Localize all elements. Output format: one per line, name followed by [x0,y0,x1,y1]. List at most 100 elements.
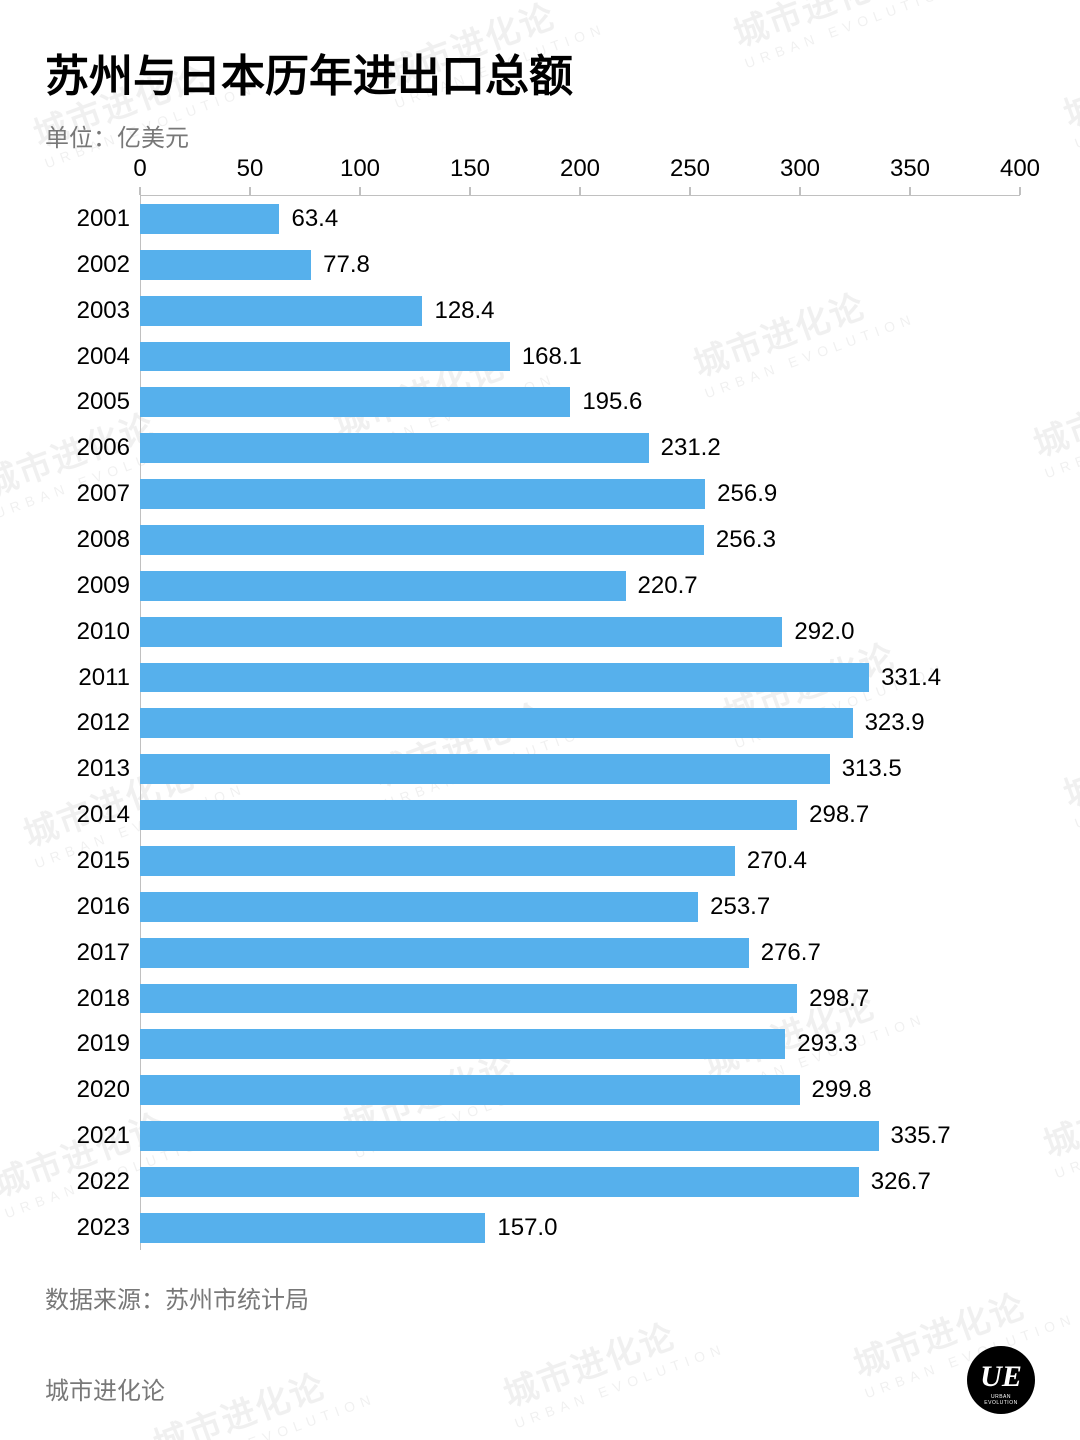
y-axis-label: 2017 [40,939,130,967]
y-axis-label: 2014 [40,801,130,829]
bar: 335.7 [140,1121,879,1151]
bar-value-label: 168.1 [522,343,582,371]
bar-row: 2003128.4 [140,288,1020,334]
watermark: 城市进化论URBAN EVOLUTION [726,0,959,71]
x-tick-label: 300 [780,155,820,183]
bar: 128.4 [140,296,422,326]
y-axis-label: 2016 [40,893,130,921]
svg-text:UE: UE [980,1360,1022,1393]
x-tick-label: 200 [560,155,600,183]
bar: 298.7 [140,800,797,830]
x-tick-mark [469,187,471,195]
plot-area: 200163.4200277.82003128.42004168.1200519… [140,195,1020,1251]
x-tick-mark [579,187,581,195]
bar-value-label: 256.3 [716,526,776,554]
watermark: 城市进化论URBAN EVOLUTION [1056,694,1080,832]
bar: 323.9 [140,708,853,738]
y-axis-label: 2005 [40,388,130,416]
bar-value-label: 77.8 [323,251,370,279]
bar-row: 2008256.3 [140,517,1020,563]
x-tick-mark [359,187,361,195]
bar-value-label: 299.8 [812,1076,872,1104]
bar: 253.7 [140,892,698,922]
bar-row: 2021335.7 [140,1113,1020,1159]
y-axis-label: 2001 [40,205,130,233]
bar-value-label: 270.4 [747,847,807,875]
bar-row: 2016253.7 [140,884,1020,930]
bar-value-label: 293.3 [797,1030,857,1058]
bar-value-label: 195.6 [582,388,642,416]
bar-value-label: 256.9 [717,480,777,508]
bar: 331.4 [140,663,869,693]
y-axis-label: 2008 [40,526,130,554]
bar: 293.3 [140,1029,785,1059]
x-tick-label: 0 [133,155,146,183]
watermark: 城市进化论URBAN EVOLUTION [1056,14,1080,152]
y-axis-label: 2002 [40,251,130,279]
x-tick-label: 400 [1000,155,1040,183]
bar-value-label: 292.0 [794,618,854,646]
bar-row: 2005195.6 [140,379,1020,425]
bar-value-label: 128.4 [434,297,494,325]
page-root: { "title": "苏州与日本历年进出口总额", "unit_label":… [0,0,1080,1440]
watermark: 城市进化论URBAN EVOLUTION [146,1344,379,1440]
bar-value-label: 63.4 [291,205,338,233]
bar-row: 2013313.5 [140,746,1020,792]
unit-label: 单位：亿美元 [45,118,189,153]
watermark: 城市进化论URBAN EVOLUTION [1036,1044,1080,1182]
bar: 195.6 [140,387,570,417]
y-axis-label: 2013 [40,755,130,783]
x-tick-mark [799,187,801,195]
chart-title: 苏州与日本历年进出口总额 [45,40,573,104]
bar-value-label: 335.7 [891,1122,951,1150]
y-axis-label: 2019 [40,1030,130,1058]
bar: 77.8 [140,250,311,280]
bar-row: 2006231.2 [140,425,1020,471]
y-axis-label: 2007 [40,480,130,508]
y-axis-label: 2004 [40,343,130,371]
bar-value-label: 157.0 [497,1214,557,1242]
y-axis-label: 2010 [40,618,130,646]
bar-row: 2018298.7 [140,976,1020,1022]
watermark: 城市进化论URBAN EVOLUTION [846,1264,1079,1402]
bar-row: 2012323.9 [140,700,1020,746]
bar-row: 2023157.0 [140,1205,1020,1251]
chart-area: 050100150200250300350400 200163.4200277.… [40,155,1040,1265]
bar-value-label: 331.4 [881,664,941,692]
bar-value-label: 231.2 [661,434,721,462]
y-axis-label: 2006 [40,434,130,462]
bar: 168.1 [140,342,510,372]
x-tick-mark [909,187,911,195]
watermark: 城市进化论URBAN EVOLUTION [496,1294,729,1432]
bar: 157.0 [140,1213,485,1243]
x-tick-label: 50 [237,155,264,183]
bar-value-label: 323.9 [865,709,925,737]
footer-brand: 城市进化论 [45,1371,165,1406]
bar: 220.7 [140,571,626,601]
y-axis-label: 2021 [40,1122,130,1150]
y-axis-label: 2012 [40,709,130,737]
y-axis-label: 2020 [40,1076,130,1104]
bar-row: 2007256.9 [140,471,1020,517]
bar-row: 2017276.7 [140,930,1020,976]
bar-row: 2022326.7 [140,1159,1020,1205]
x-tick-label: 250 [670,155,710,183]
bar-row: 2015270.4 [140,838,1020,884]
x-tick-label: 350 [890,155,930,183]
y-axis-label: 2009 [40,572,130,600]
bar: 276.7 [140,938,749,968]
bar: 256.3 [140,525,704,555]
y-axis-label: 2003 [40,297,130,325]
y-axis-label: 2011 [40,664,130,692]
bar-value-label: 326.7 [871,1168,931,1196]
bar: 326.7 [140,1167,859,1197]
y-axis-label: 2018 [40,985,130,1013]
x-tick-label: 100 [340,155,380,183]
bar: 270.4 [140,846,735,876]
bar-row: 200163.4 [140,196,1020,242]
bar: 256.9 [140,479,705,509]
x-axis: 050100150200250300350400 [140,155,1020,195]
bar-row: 2011331.4 [140,655,1020,701]
bar-row: 2014298.7 [140,792,1020,838]
bar-value-label: 220.7 [638,572,698,600]
